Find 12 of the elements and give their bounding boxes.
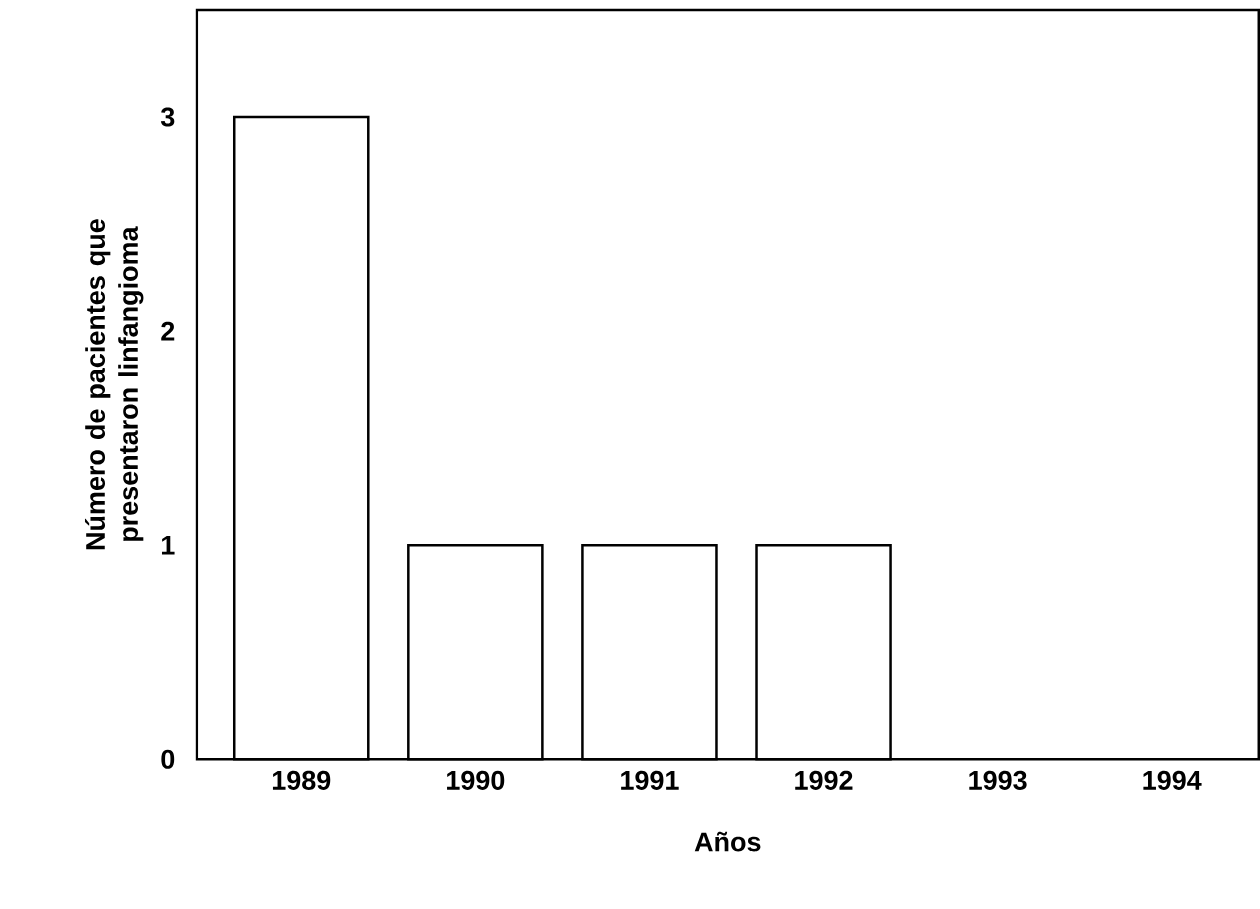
x-tick-label: 1993 [969,770,1027,790]
x-tick-label: 1990 [447,770,505,790]
x-tick-label: 1991 [621,770,679,790]
y-tick-label: 3 [160,107,175,127]
x-axis-title: Años [694,831,761,852]
x-tick-label: 1992 [795,770,853,790]
x-tick-label: 1994 [1143,770,1202,790]
y-axis-title: Número de pacientes que presentaron linfangioma [84,219,144,550]
y-tick-label: 2 [161,321,175,341]
y-tick-label: 0 [161,749,175,769]
x-tick-label: 1989 [272,770,331,790]
y-tick-label: 1 [161,535,175,555]
